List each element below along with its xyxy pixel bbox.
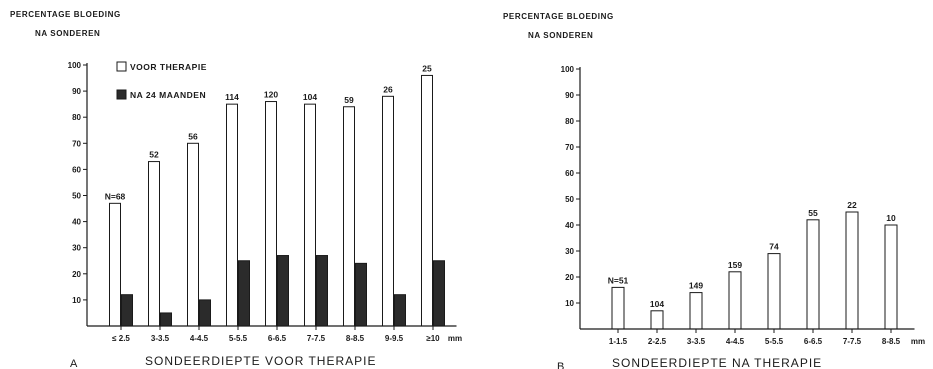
chart-a-ytick-label: 60 bbox=[72, 165, 81, 174]
chart-a-legend-swatch-before bbox=[116, 61, 127, 72]
chart-b-data-label: 159 bbox=[728, 260, 742, 270]
chart-b-data-label: 55 bbox=[808, 208, 818, 218]
chart-b-title-line1: PERCENTAGE BLOEDING bbox=[503, 12, 614, 21]
chart-b-ytick-label: 90 bbox=[565, 91, 574, 100]
chart-b-ytick-label: 80 bbox=[565, 117, 574, 126]
chart-a-ytick-label: 10 bbox=[72, 296, 81, 305]
chart-a-bar-after bbox=[433, 260, 445, 327]
chart-a-bar-after bbox=[238, 260, 250, 327]
chart-a-legend-swatch-after bbox=[116, 89, 127, 100]
chart-a-xtick-label: 5-5.5 bbox=[229, 334, 248, 343]
chart-b-bar-before bbox=[806, 219, 820, 330]
chart-a-bar-after bbox=[121, 294, 133, 327]
chart-b-ytick-label: 20 bbox=[565, 273, 574, 282]
chart-a-ytick-label: 50 bbox=[72, 192, 81, 201]
chart-a-xtick-label: 7-7.5 bbox=[307, 334, 326, 343]
chart-a-data-label: 26 bbox=[383, 84, 393, 94]
chart-a-xtick-label: 9-9.5 bbox=[385, 334, 404, 343]
chart-a-bar-after bbox=[355, 262, 367, 327]
chart-b-ytick-label: 60 bbox=[565, 169, 574, 178]
chart-a-legend-label-after: NA 24 MAANDEN bbox=[130, 90, 206, 100]
chart-a-ytick-label: 30 bbox=[72, 244, 81, 253]
chart-a-ytick-label: 100 bbox=[68, 61, 82, 70]
chart-b-panel-letter: B bbox=[557, 361, 564, 369]
chart-a-xtick-label: 6-6.5 bbox=[268, 334, 287, 343]
chart-a-bar-after bbox=[160, 312, 172, 327]
chart-a-bar-after bbox=[199, 299, 211, 327]
chart-b-x-axis-title: SONDEERDIEPTE NA THERAPIE bbox=[612, 356, 822, 369]
chart-b-bar-before bbox=[650, 310, 664, 330]
chart-a-bar-before bbox=[343, 106, 355, 327]
chart-a-xtick-label: ≥10 bbox=[426, 334, 440, 343]
chart-b-ytick-label: 10 bbox=[565, 299, 574, 308]
chart-b-data-label: 10 bbox=[886, 213, 896, 223]
chart-a-bar-before bbox=[226, 103, 238, 327]
chart-b-xtick-label: 4-4.5 bbox=[726, 337, 745, 346]
chart-a-bar-before bbox=[265, 101, 277, 327]
chart-b-ytick-label: 70 bbox=[565, 143, 574, 152]
chart-b-data-label: 149 bbox=[689, 281, 703, 291]
chart-a-bar-after bbox=[316, 255, 328, 327]
chart-a-xtick-label: 4-4.5 bbox=[190, 334, 209, 343]
chart-b-xtick-label: 8-8.5 bbox=[882, 337, 901, 346]
chart-a-data-label: 59 bbox=[344, 95, 354, 105]
chart-a-bar-before bbox=[421, 74, 433, 327]
chart-a-bar-after bbox=[394, 294, 406, 327]
chart-b-ytick-label: 100 bbox=[561, 65, 575, 74]
chart-a-x-unit: mm bbox=[448, 334, 462, 343]
chart-b-xtick-label: 6-6.5 bbox=[804, 337, 823, 346]
chart-a-data-label: N=68 bbox=[105, 191, 126, 201]
chart-b-bar-before bbox=[611, 286, 625, 330]
chart-b-ytick-label: 40 bbox=[565, 221, 574, 230]
chart-b-bar-before bbox=[728, 271, 742, 330]
chart-a-bar-before bbox=[148, 161, 160, 327]
chart-b-data-label: 74 bbox=[769, 242, 779, 252]
chart-b-title-line2: NA SONDEREN bbox=[528, 31, 593, 40]
chart-a-ytick-label: 80 bbox=[72, 113, 81, 122]
chart-a-title-line2: NA SONDEREN bbox=[35, 29, 100, 38]
chart-b-xtick-label: 7-7.5 bbox=[843, 337, 862, 346]
chart-a-xtick-label: 8-8.5 bbox=[346, 334, 365, 343]
chart-b-xtick-label: 5-5.5 bbox=[765, 337, 784, 346]
chart-a-data-label: 120 bbox=[264, 90, 278, 100]
chart-b-bar-before bbox=[689, 292, 703, 330]
chart-a-data-label: 114 bbox=[225, 92, 239, 102]
chart-b-bar-before bbox=[845, 211, 859, 330]
chart-a-title-line1: PERCENTAGE BLOEDING bbox=[10, 10, 121, 19]
chart-b-data-label: 22 bbox=[847, 200, 857, 210]
chart-a-bar-before bbox=[109, 202, 121, 327]
chart-a-data-label: 104 bbox=[303, 92, 317, 102]
chart-b-bar-before bbox=[767, 253, 781, 330]
chart-b-data-label: 104 bbox=[650, 299, 664, 309]
chart-a-legend-label-before: VOOR THERAPIE bbox=[130, 62, 207, 72]
chart-a-ytick-label: 70 bbox=[72, 139, 81, 148]
chart-b-xtick-label: 2-2.5 bbox=[648, 337, 667, 346]
chart-a-bar-before bbox=[187, 142, 199, 327]
chart-a-bar-after bbox=[277, 255, 289, 327]
chart-b-ytick-label: 50 bbox=[565, 195, 574, 204]
chart-b-xtick-label: 1-1.5 bbox=[609, 337, 628, 346]
chart-b-x-unit: mm bbox=[911, 337, 925, 346]
chart-a-data-label: 25 bbox=[422, 63, 432, 73]
chart-a-ytick-label: 90 bbox=[72, 87, 81, 96]
chart-a-bar-before bbox=[382, 95, 394, 327]
chart-a-x-axis-title: SONDEERDIEPTE VOOR THERAPIE bbox=[145, 354, 377, 368]
chart-b-data-label: N=51 bbox=[608, 275, 629, 285]
chart-a-bar-before bbox=[304, 103, 316, 327]
chart-a-data-label: 52 bbox=[149, 150, 159, 160]
chart-a-ytick-label: 40 bbox=[72, 218, 81, 227]
chart-b-xtick-label: 3-3.5 bbox=[687, 337, 706, 346]
chart-a-ytick-label: 20 bbox=[72, 270, 81, 279]
chart-a-xtick-label: 3-3.5 bbox=[151, 334, 170, 343]
chart-a-xtick-label: ≤ 2.5 bbox=[112, 334, 130, 343]
chart-b-bar-before bbox=[884, 224, 898, 330]
chart-a-data-label: 56 bbox=[188, 131, 198, 141]
chart-b-ytick-label: 30 bbox=[565, 247, 574, 256]
chart-a-panel-letter: A bbox=[70, 358, 78, 369]
